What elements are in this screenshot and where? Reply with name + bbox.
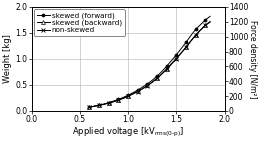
skewed (forward) (160, 71, 164, 72)
non-skewed (155, 78, 159, 79)
non-skewed (209, 21, 212, 23)
non-skewed (199, 29, 202, 31)
non-skewed (180, 52, 183, 54)
Legend: skewed (forward), skewed (backward), non-skewed: skewed (forward), skewed (backward), non… (34, 9, 125, 36)
non-skewed (98, 105, 101, 106)
skewed (forward) (136, 89, 139, 91)
skewed (forward) (194, 28, 197, 30)
non-skewed (122, 98, 125, 99)
skewed (backward) (102, 103, 106, 105)
non-skewed (185, 47, 188, 48)
Y-axis label: Force density [N/m²]: Force density [N/m²] (248, 20, 257, 98)
skewed (forward) (122, 97, 125, 98)
non-skewed (189, 40, 192, 42)
non-skewed (194, 34, 197, 36)
skewed (backward) (180, 52, 183, 54)
skewed (backward) (122, 97, 125, 99)
skewed (forward) (117, 99, 120, 100)
skewed (backward) (131, 93, 134, 95)
skewed (forward) (170, 60, 173, 61)
skewed (forward) (204, 19, 207, 21)
skewed (forward) (141, 86, 144, 88)
non-skewed (117, 99, 120, 101)
skewed (forward) (189, 35, 192, 36)
X-axis label: Applied voltage [kV$_{\rm rms(0\text{-}p)}$]: Applied voltage [kV$_{\rm rms(0\text{-}p… (72, 125, 184, 139)
skewed (forward) (88, 106, 91, 108)
skewed (forward) (155, 75, 159, 77)
skewed (backward) (107, 102, 110, 104)
skewed (forward) (175, 54, 178, 56)
non-skewed (102, 104, 106, 105)
skewed (forward) (112, 100, 115, 102)
skewed (forward) (151, 79, 154, 81)
skewed (backward) (160, 73, 164, 75)
non-skewed (131, 93, 134, 95)
skewed (forward) (107, 102, 110, 103)
skewed (forward) (146, 83, 149, 85)
non-skewed (141, 88, 144, 90)
skewed (backward) (199, 29, 202, 31)
Line: skewed (backward): skewed (backward) (88, 20, 212, 109)
skewed (backward) (146, 85, 149, 86)
Line: skewed (forward): skewed (forward) (88, 15, 212, 109)
skewed (forward) (98, 104, 101, 106)
non-skewed (170, 63, 173, 65)
Line: non-skewed: non-skewed (88, 20, 212, 109)
skewed (backward) (98, 104, 101, 106)
skewed (forward) (165, 65, 168, 67)
skewed (backward) (185, 46, 188, 48)
skewed (backward) (112, 101, 115, 102)
skewed (backward) (88, 106, 91, 108)
non-skewed (112, 101, 115, 103)
skewed (backward) (194, 34, 197, 36)
non-skewed (127, 95, 130, 97)
skewed (backward) (170, 63, 173, 64)
skewed (backward) (93, 105, 96, 107)
skewed (forward) (185, 41, 188, 43)
skewed (backward) (136, 91, 139, 92)
non-skewed (146, 85, 149, 86)
non-skewed (93, 105, 96, 107)
Y-axis label: Weight [kg]: Weight [kg] (3, 35, 12, 83)
non-skewed (151, 82, 154, 83)
skewed (backward) (117, 99, 120, 101)
skewed (forward) (127, 94, 130, 96)
skewed (forward) (131, 92, 134, 94)
skewed (forward) (180, 48, 183, 49)
skewed (backward) (204, 24, 207, 26)
skewed (forward) (93, 105, 96, 107)
non-skewed (165, 68, 168, 70)
non-skewed (136, 91, 139, 92)
skewed (forward) (102, 103, 106, 105)
non-skewed (107, 102, 110, 104)
skewed (forward) (209, 15, 212, 17)
non-skewed (160, 73, 164, 75)
skewed (backward) (209, 21, 212, 22)
skewed (backward) (175, 58, 178, 59)
skewed (backward) (155, 77, 159, 79)
non-skewed (204, 25, 207, 26)
skewed (forward) (199, 24, 202, 25)
skewed (backward) (127, 95, 130, 97)
non-skewed (175, 58, 178, 60)
skewed (backward) (151, 81, 154, 83)
skewed (backward) (141, 88, 144, 89)
skewed (backward) (165, 68, 168, 70)
non-skewed (88, 106, 91, 108)
skewed (backward) (189, 40, 192, 42)
